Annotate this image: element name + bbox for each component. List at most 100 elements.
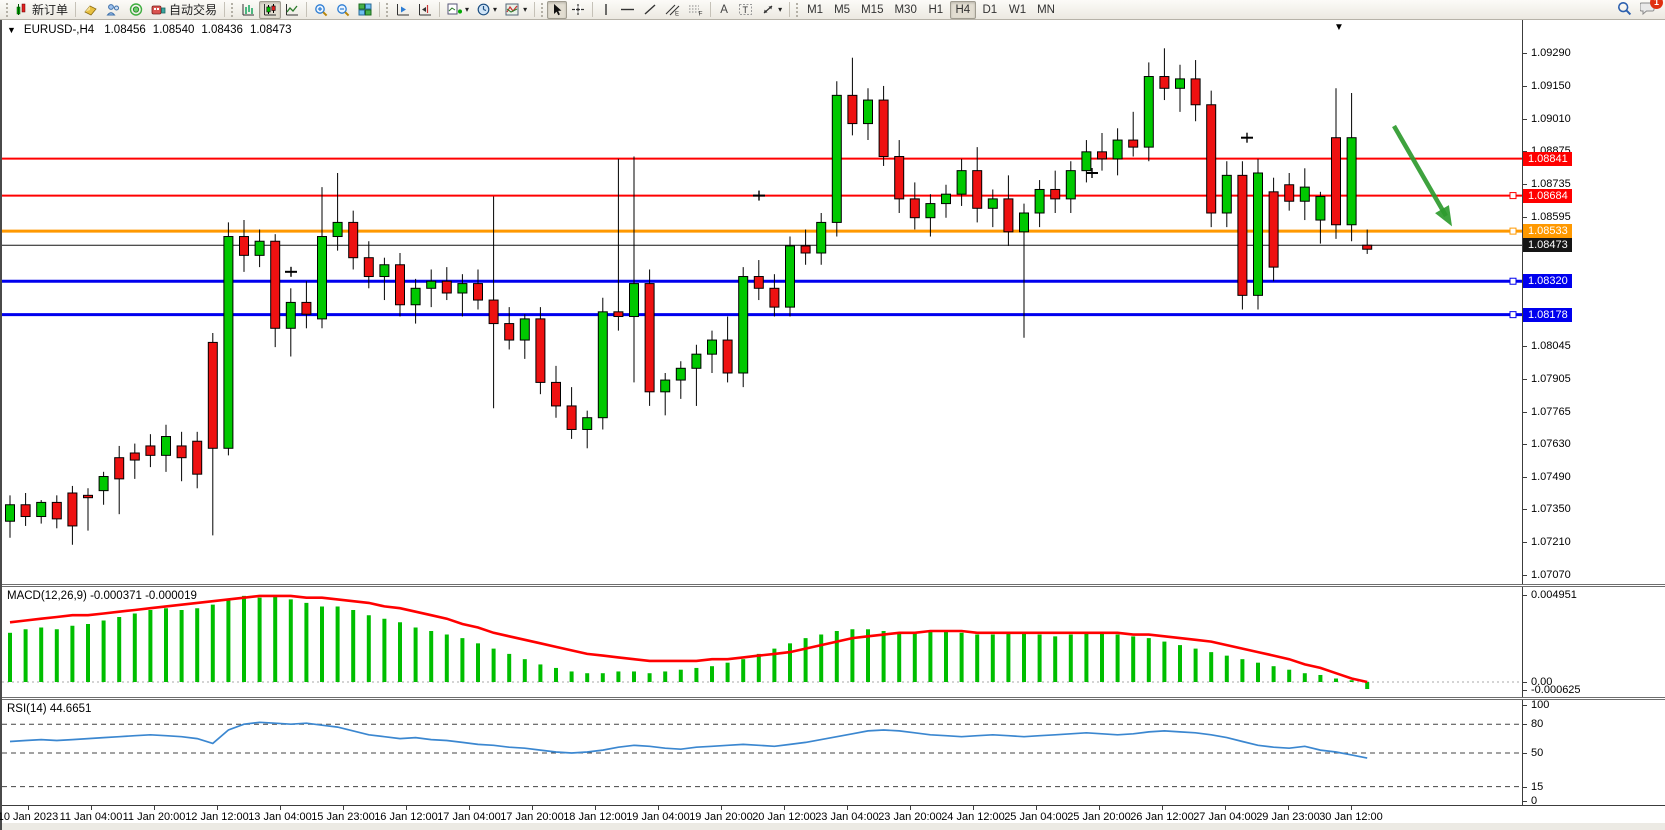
rsi-axis[interactable]: 100 80 50 15 0 (1522, 699, 1665, 807)
timeframe-m5-button[interactable]: M5 (834, 3, 851, 16)
line-chart-button[interactable] (281, 1, 303, 19)
candle-body (629, 283, 639, 318)
candle-body (114, 457, 125, 480)
fibonacci-tool-button[interactable]: F (684, 1, 707, 19)
text-label-tool-button[interactable]: T (734, 1, 757, 19)
macd-tick (1523, 690, 1527, 691)
main-price-panel[interactable]: ▼ EURUSD-,H4 1.08456 1.08540 1.08436 1.0… (2, 20, 1665, 584)
timeframe-m1-button[interactable]: M1 (807, 3, 824, 16)
trendline-tool-button[interactable] (639, 1, 661, 19)
channel-tool-button[interactable]: E (661, 1, 684, 19)
macd-tick-label: -0.000625 (1531, 684, 1581, 696)
candle-body (379, 264, 390, 278)
candle-body (691, 353, 702, 369)
new-chart-button[interactable]: ▾ (443, 1, 473, 19)
arrows-tool-button[interactable]: ▾ (757, 1, 786, 19)
time-tick-label: 10 Jan 2023 (0, 811, 59, 823)
rsi-panel[interactable]: RSI(14) 44.6651 100 80 50 15 0 (2, 699, 1665, 807)
crosshair-tool-button[interactable] (567, 1, 589, 19)
zoom-in-button[interactable] (310, 1, 332, 19)
candle-body (176, 445, 187, 459)
hline-handle[interactable] (1509, 277, 1517, 285)
chart-shift-button[interactable] (414, 1, 436, 19)
timeframe-m15-button[interactable]: M15 (861, 3, 884, 16)
timeframe-d1-button[interactable]: D1 (982, 3, 998, 16)
toolbar-grip[interactable] (796, 2, 799, 17)
cursor-icon (551, 3, 563, 16)
candle-body (1268, 191, 1279, 268)
candlestick-chart[interactable] (2, 20, 1522, 584)
macd-axis[interactable]: 0.004951 0.00 -0.000625 (1522, 587, 1665, 697)
hline-handle[interactable] (1509, 311, 1517, 319)
cursor-tool-button[interactable] (547, 0, 568, 19)
tile-windows-button[interactable] (354, 1, 376, 19)
macd-panel[interactable]: MACD(12,26,9) -0.000371 -0.000019 0.0049… (2, 587, 1665, 697)
trend-arrow-annotation[interactable] (1392, 124, 1448, 218)
rsi-line (9, 721, 1368, 759)
candle-body (1159, 76, 1170, 89)
candle-body (722, 339, 733, 374)
deposit-button[interactable] (79, 1, 102, 19)
text-tool-button[interactable]: A (714, 1, 734, 19)
timeframe-mn-button[interactable]: MN (1037, 3, 1055, 16)
candle-body (863, 99, 873, 125)
macd-chart[interactable] (2, 587, 1522, 697)
time-axis[interactable]: 10 Jan 2023 11 Jan 04:00 11 Jan 20:00 12 Ja… (0, 805, 1665, 830)
timeframe-m30-button[interactable]: M30 (894, 3, 917, 16)
price-axis[interactable]: 1.09290 1.09150 1.09010 1.08875 1.08735 1.085… (1522, 20, 1665, 584)
candle-body (348, 221, 359, 259)
time-tick (280, 806, 281, 810)
toolbar-grip[interactable] (386, 2, 389, 17)
toolbar-grip[interactable] (541, 2, 544, 17)
price-tick-label: 1.07070 (1531, 569, 1571, 582)
auto-scroll-button[interactable] (392, 1, 414, 19)
hline-handle[interactable] (1509, 227, 1517, 235)
candle-body (254, 240, 265, 256)
candle-body (207, 341, 218, 449)
price-tick-label: 1.07350 (1531, 503, 1571, 516)
search-icon[interactable] (1617, 1, 1632, 19)
notification-badge: 1 (1650, 0, 1663, 9)
candle-body (909, 198, 920, 219)
timeframe-h1-button[interactable]: H1 (928, 3, 944, 16)
panel-separator[interactable] (2, 697, 1665, 700)
new-order-button[interactable]: 新订单 (12, 1, 72, 19)
horizontal-line-tool-button[interactable] (616, 1, 639, 19)
period-button[interactable]: ▾ (473, 1, 501, 19)
candle-body (597, 311, 608, 419)
toolbar-grip[interactable] (231, 2, 234, 17)
price-label-1.08533: 1.08533 (1523, 224, 1572, 239)
candle-body (426, 280, 437, 289)
indicators-button[interactable]: ▾ (501, 1, 531, 19)
notifications-button[interactable]: 1 (1639, 0, 1663, 18)
price-tick (1523, 542, 1527, 544)
candle-chart-button[interactable] (259, 0, 282, 19)
chart-expand-icon[interactable]: ▼ (7, 25, 16, 35)
hline-handle[interactable] (1509, 192, 1517, 200)
time-tick-label: 16 Jan 12:00 (374, 811, 438, 823)
time-tick (595, 806, 596, 810)
candle-body (301, 301, 312, 315)
rsi-chart[interactable] (2, 700, 1522, 805)
price-tick (1523, 345, 1527, 347)
rsi-tick-label: 100 (1531, 699, 1550, 711)
candle-body (894, 156, 905, 200)
panel-separator[interactable] (2, 584, 1665, 587)
tile-windows-icon (358, 3, 372, 16)
quote-close: 1.08473 (249, 24, 292, 36)
candle-body (878, 99, 889, 158)
vertical-line-icon (601, 3, 611, 16)
candle-body (67, 492, 78, 527)
autotrade-robot-icon (151, 3, 166, 16)
vertical-line-tool-button[interactable] (596, 1, 616, 19)
toolbar-grip[interactable] (6, 2, 9, 17)
bar-chart-button[interactable] (237, 1, 259, 19)
autotrade-button[interactable]: 自动交易 (147, 1, 221, 19)
zoom-out-button[interactable] (332, 1, 354, 19)
candle-body (473, 283, 483, 301)
timeframe-w1-button[interactable]: W1 (1008, 3, 1027, 16)
sound-button[interactable] (125, 1, 147, 19)
profiles-button[interactable] (102, 1, 125, 19)
timeframe-group: M1 M5 M15 M30 H1 H4 D1 W1 MN (802, 0, 1060, 19)
timeframe-h4-button[interactable]: H4 (949, 0, 976, 19)
